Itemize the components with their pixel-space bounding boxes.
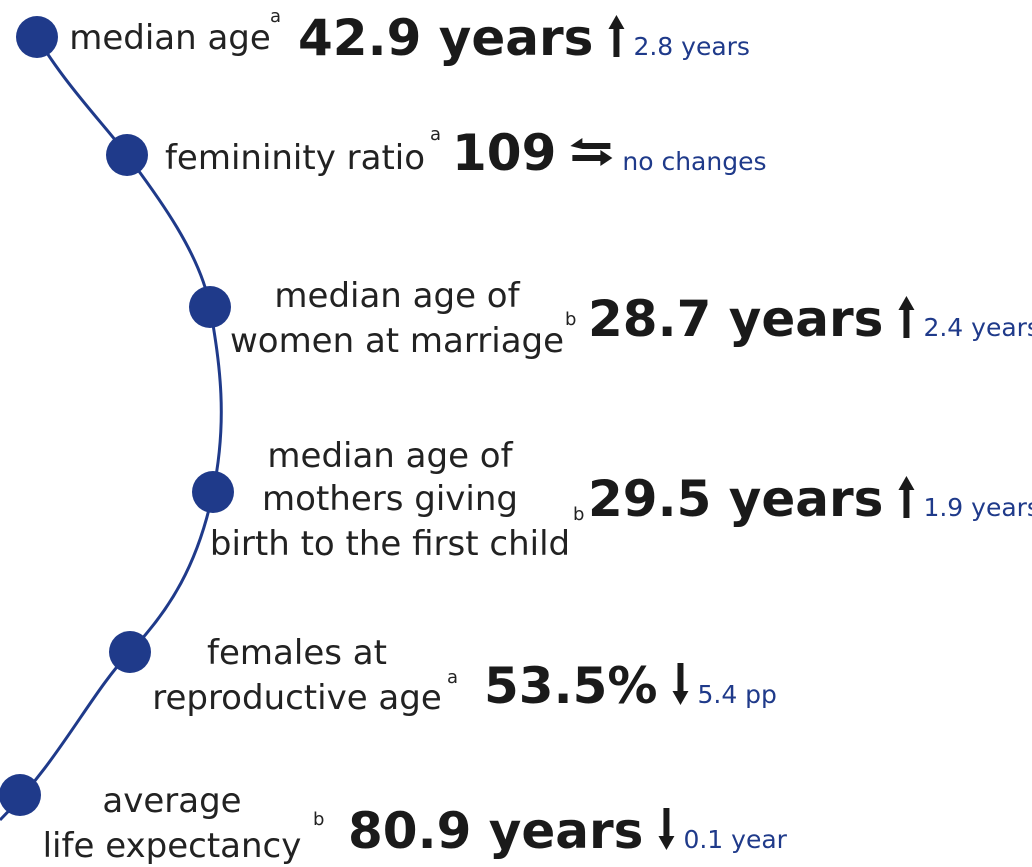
timeline-dot bbox=[189, 286, 231, 328]
footnote-marker: b bbox=[565, 309, 576, 330]
item-value: 42.9 years bbox=[298, 9, 593, 67]
item-label: life expectancy bbox=[43, 826, 302, 866]
footnote-marker: b bbox=[573, 504, 584, 525]
item-value: 80.9 years bbox=[348, 802, 643, 860]
item-label: femininity ratio bbox=[165, 138, 425, 178]
item-change: 2.4 years bbox=[923, 313, 1032, 342]
timeline-dot bbox=[0, 774, 41, 816]
item-label: median age of bbox=[267, 436, 513, 476]
item-change: 2.8 years bbox=[633, 32, 750, 61]
item-value: 109 bbox=[452, 124, 556, 182]
item-label: median age bbox=[69, 18, 271, 58]
item-label: females at bbox=[207, 633, 387, 673]
trend-arrow bbox=[570, 138, 612, 166]
footnote-marker: a bbox=[447, 667, 458, 688]
item-change: no changes bbox=[622, 147, 766, 176]
item-change: 1.9 years bbox=[923, 493, 1032, 522]
item-value: 53.5% bbox=[484, 657, 657, 715]
item-change: 0.1 year bbox=[683, 825, 787, 854]
item-label: mothers giving bbox=[262, 479, 518, 519]
footnote-marker: b bbox=[313, 809, 324, 830]
trend-arrow bbox=[672, 663, 688, 705]
item-label: birth to the first child bbox=[210, 524, 570, 564]
trend-arrow bbox=[898, 476, 914, 518]
item-change: 5.4 pp bbox=[697, 680, 776, 709]
item-label: average bbox=[102, 781, 241, 821]
item-label: women at marriage bbox=[230, 321, 564, 361]
item-value: 29.5 years bbox=[588, 470, 883, 528]
item-label: reproductive age bbox=[152, 678, 442, 718]
timeline-dot bbox=[109, 631, 151, 673]
timeline-dot bbox=[16, 16, 58, 58]
footnote-marker: a bbox=[270, 6, 281, 27]
footnote-marker: a bbox=[430, 124, 441, 145]
item-value: 28.7 years bbox=[588, 290, 883, 348]
trend-arrow bbox=[658, 808, 674, 850]
timeline-dot bbox=[192, 471, 234, 513]
trend-arrow bbox=[608, 15, 624, 57]
trend-arrow bbox=[898, 296, 914, 338]
item-label: median age of bbox=[274, 276, 520, 316]
infographic: median agea42.9 years2.8 yearsfemininity… bbox=[0, 0, 1032, 867]
timeline-dot bbox=[106, 134, 148, 176]
